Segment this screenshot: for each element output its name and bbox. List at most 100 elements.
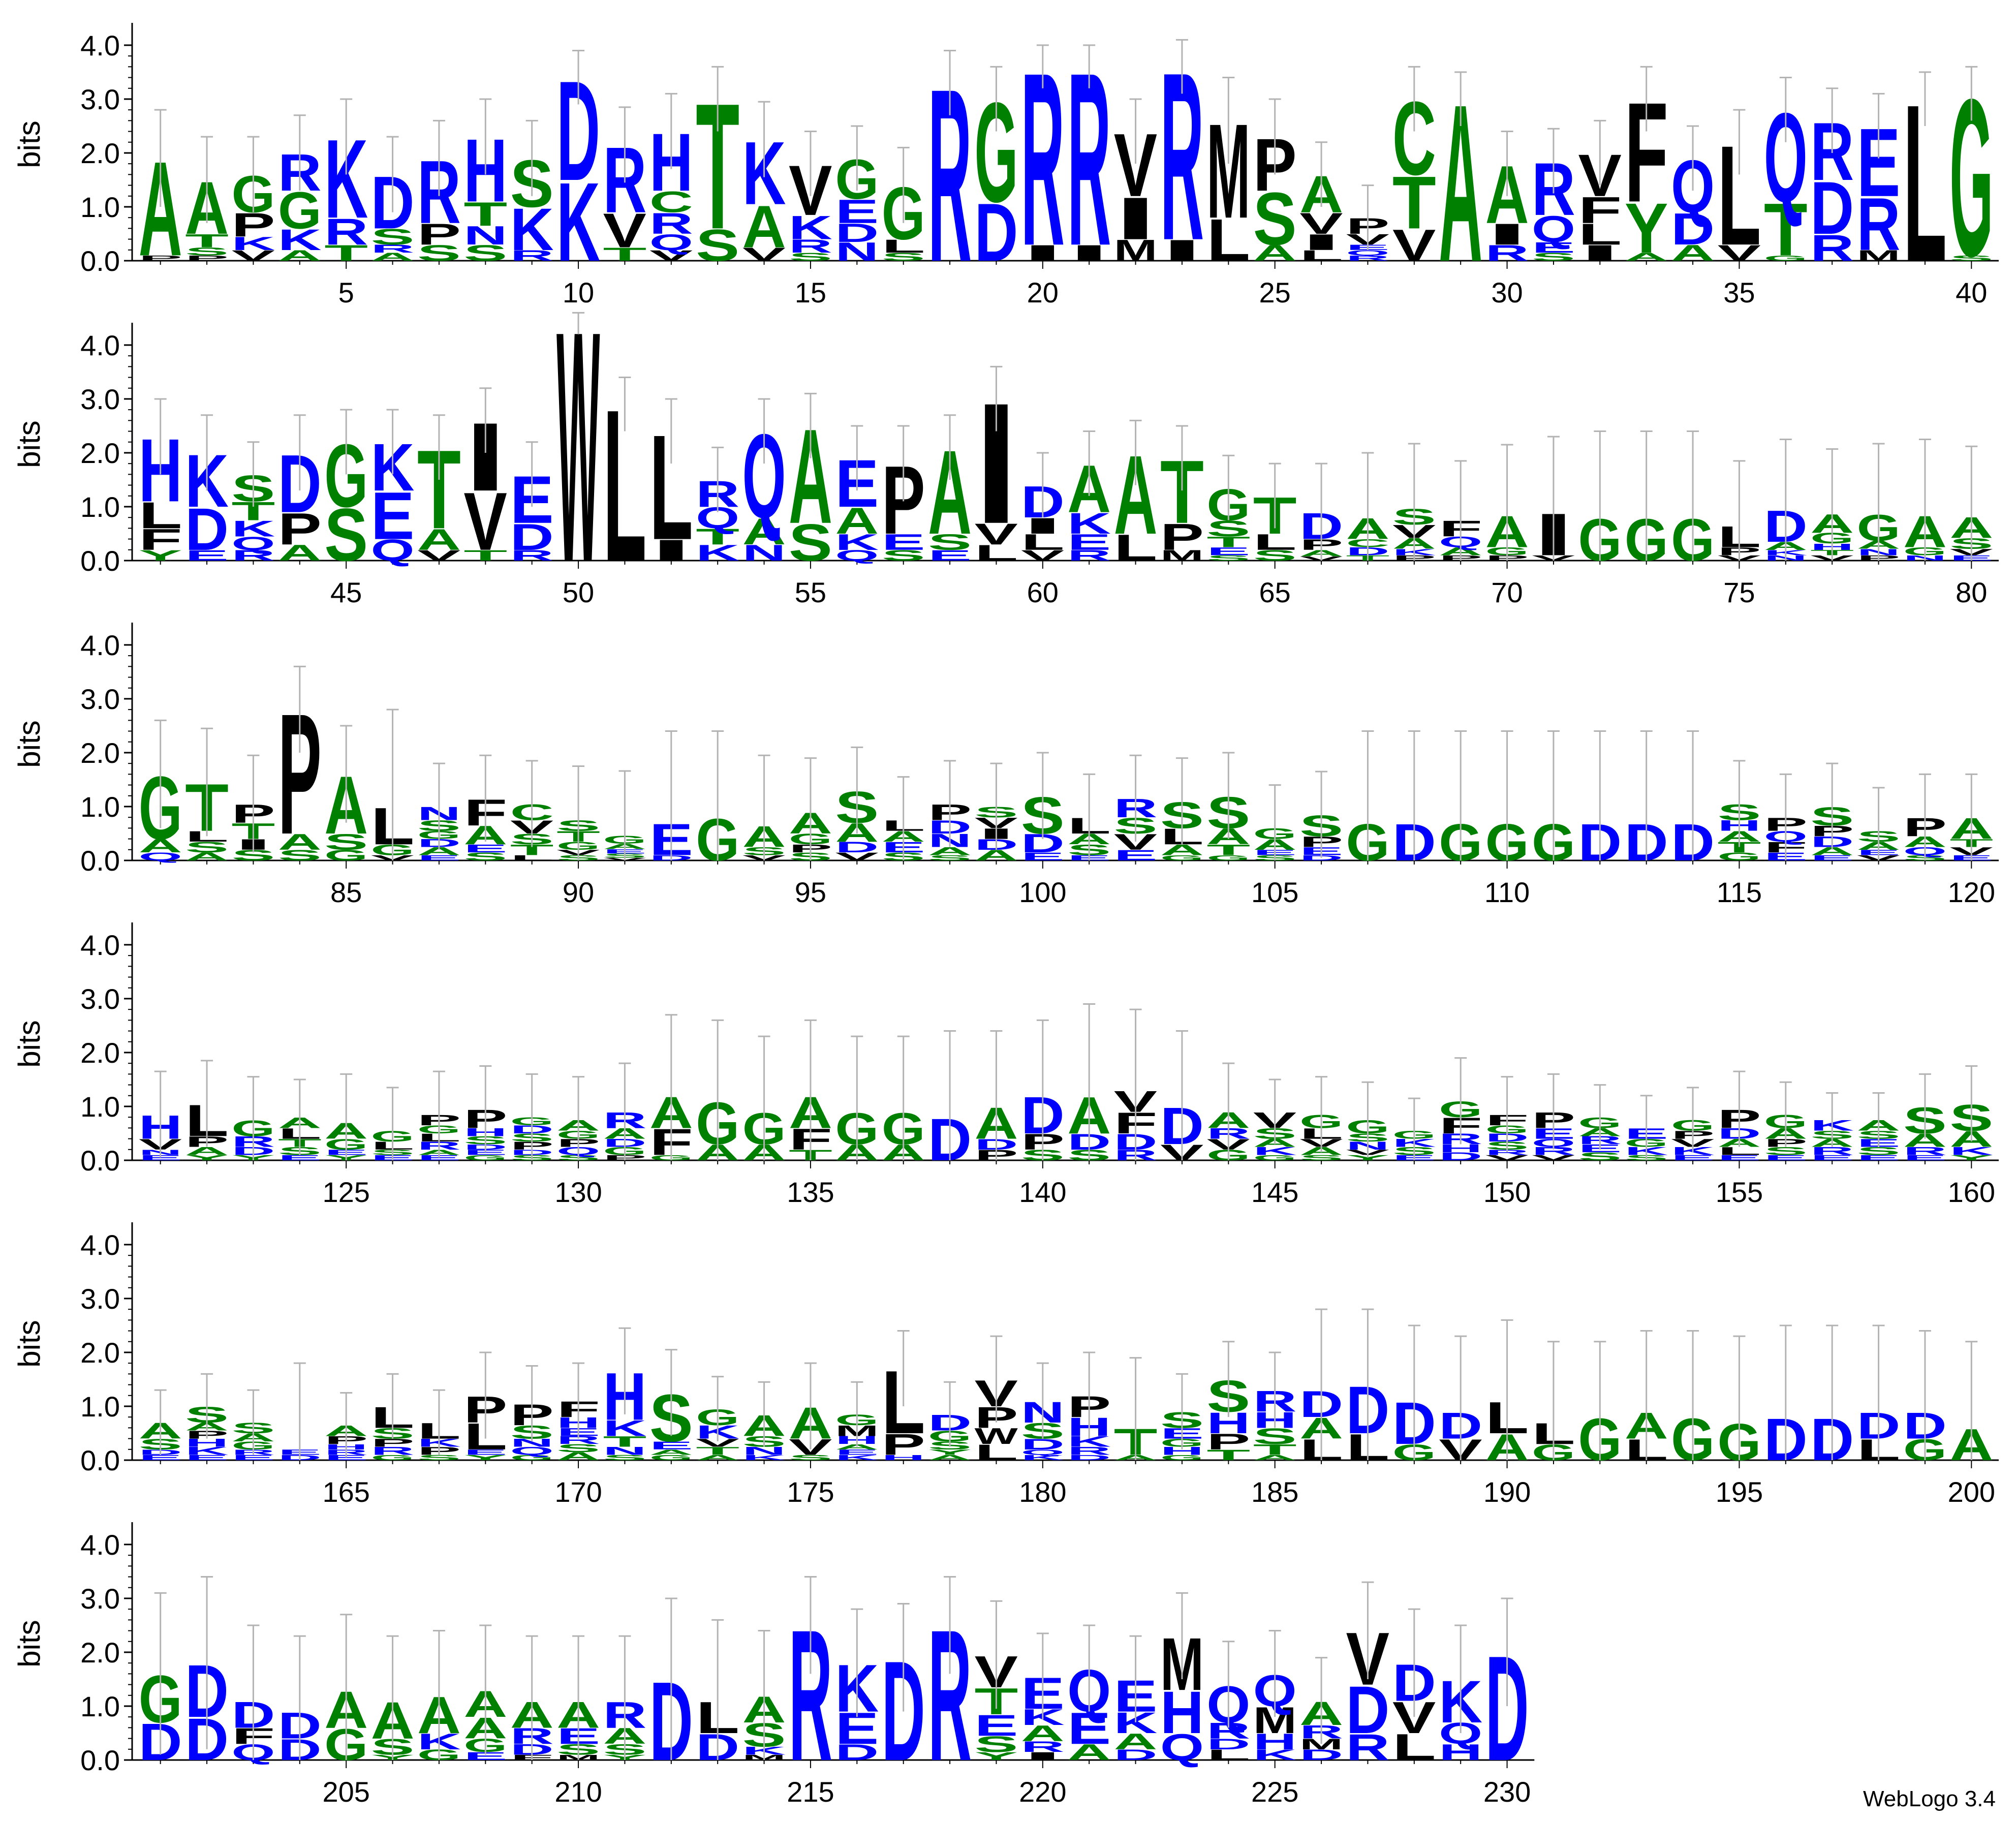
logo-column-163: ERGAS [231, 1389, 275, 1462]
logo-column-23: IR [1160, 22, 1204, 290]
logo-letter: K [278, 223, 322, 256]
logo-column-57: SEP [882, 425, 925, 564]
logo-column-217: D [882, 1603, 925, 1791]
logo-letter: S [1253, 547, 1297, 564]
logo-column-153: SKGE [1625, 1095, 1668, 1162]
logo-letter: I [649, 534, 693, 567]
logo-letter: E [1857, 1154, 1901, 1162]
x-tick-label: 170 [554, 1476, 602, 1508]
logo-letter: K [1253, 1747, 1297, 1764]
logo-column-187: LD [1346, 1308, 1389, 1468]
logo-column-62: LA [1114, 419, 1158, 569]
logo-column-49: RDE [510, 441, 554, 564]
logo-letter: A [1114, 1729, 1158, 1754]
logo-letter: K [1067, 507, 1111, 540]
logo-letter: E [928, 547, 972, 564]
logo-letter: R [649, 207, 693, 240]
logo-letter: Q [510, 1444, 554, 1457]
y-axis-label: bits [12, 1320, 46, 1367]
y-tick-label: 0.0 [80, 1145, 120, 1177]
logo-column-138: D [928, 1030, 972, 1174]
logo-column-70: PGA [1485, 444, 1529, 562]
logo-letter: N [742, 541, 786, 566]
logo-letter: K [789, 209, 832, 246]
x-tick-label: 125 [322, 1176, 369, 1208]
x-tick-label: 135 [787, 1176, 834, 1208]
logo-letter: A [278, 541, 322, 566]
logo-column-188: GD [1392, 1324, 1436, 1465]
logo-column-186: LAD [1299, 1308, 1343, 1467]
logo-letter: S [417, 1454, 461, 1462]
y-tick-label: 4.0 [80, 329, 120, 361]
logo-letter: S [278, 847, 322, 863]
logo-column-182: AT [1114, 1357, 1158, 1463]
logo-letter: D [1439, 1150, 1482, 1163]
logo-letter: Y [928, 1448, 972, 1456]
logo-letter: G [510, 1454, 554, 1462]
x-tick-label: 10 [563, 276, 594, 308]
logo-letter: K [556, 159, 600, 285]
logo-letter: L [882, 236, 925, 257]
logo-letter: S [463, 241, 507, 266]
logo-letter: K [1021, 1454, 1065, 1462]
y-tick-label: 2.0 [80, 1637, 120, 1669]
logo-column-54: NAQ [742, 398, 786, 566]
logo-letter: M [1114, 234, 1158, 267]
logo-column-205: GA [324, 1614, 368, 1770]
y-tick-label: 3.0 [80, 683, 120, 715]
x-tick-label: 175 [787, 1476, 834, 1508]
x-tick-label: 225 [1251, 1776, 1298, 1808]
logo-letter: P [417, 218, 461, 251]
logo-letter: R [371, 1445, 415, 1458]
logo-letter: E [1067, 1704, 1111, 1753]
logo-column-24: LM [1206, 77, 1250, 274]
logo-column-80: EVSA [1949, 445, 1993, 562]
x-tick-label: 60 [1027, 576, 1059, 608]
logo-letter: E [139, 1154, 182, 1162]
x-tick-label: 85 [330, 876, 362, 908]
logo-column-45: SG [324, 409, 368, 577]
logo-column-47: VAT [417, 414, 461, 564]
logo-column-143: VD [1160, 1030, 1204, 1165]
x-tick-label: 40 [1956, 276, 1987, 308]
logo-letter: A [696, 1454, 739, 1462]
logo-column-195: G [1717, 1335, 1761, 1471]
logo-letter: T [1764, 188, 1808, 271]
logo-letter: R [1810, 1145, 1854, 1158]
logo-column-10: KD [556, 50, 600, 285]
y-tick-label: 1.0 [80, 491, 120, 523]
y-tick-label: 0.0 [80, 1744, 120, 1776]
logo-letter: T [324, 241, 368, 266]
logo-letter: E [463, 1448, 507, 1456]
logo-letter: A [928, 845, 972, 858]
weblogo-credit: WebLogo 3.4 [1863, 1786, 1996, 1811]
logo-letter: D [835, 219, 879, 248]
y-tick-label: 2.0 [80, 1037, 120, 1069]
logo-column-204: DD [278, 1635, 322, 1767]
logo-letter: I [1299, 230, 1343, 255]
logo-letter: L [1206, 207, 1250, 274]
logo-column-109: G [1439, 730, 1482, 872]
logo-column-50: W [556, 263, 600, 631]
logo-letter: T [696, 524, 739, 549]
logo-column-209: FDRA [510, 1635, 554, 1762]
y-axis-label: bits [12, 120, 46, 168]
logo-letter: D [1021, 1436, 1065, 1453]
